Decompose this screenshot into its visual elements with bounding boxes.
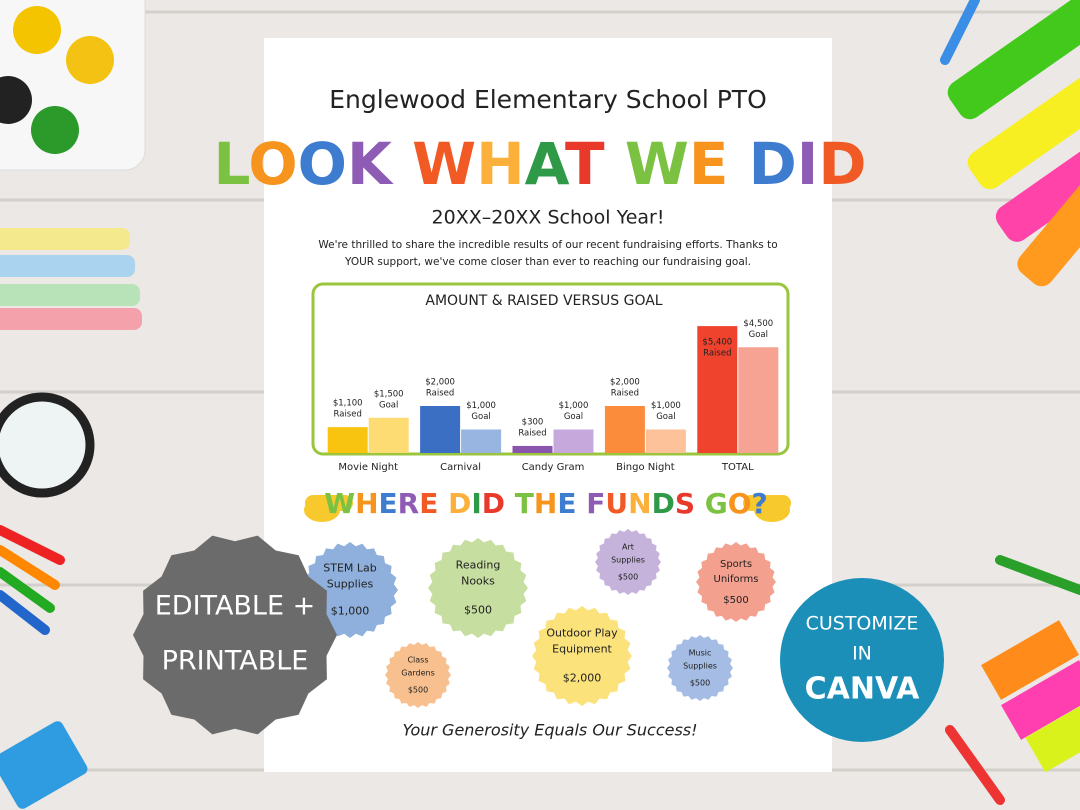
series-label: Goal bbox=[749, 330, 768, 340]
footer: Your Generosity Equals Our Success! bbox=[402, 721, 697, 740]
chart-title: AMOUNT & RAISED VERSUS GOAL bbox=[425, 293, 662, 309]
fund-badge bbox=[385, 642, 451, 708]
fund-amount: $500 bbox=[618, 572, 638, 581]
fund-label: Music bbox=[689, 649, 712, 658]
bar bbox=[738, 347, 779, 453]
paint-palette bbox=[0, 0, 146, 171]
funds: STEM Lab Supplies $1,000 Reading Nooks $500 Ar… bbox=[302, 529, 776, 708]
value-label: $2,000 bbox=[425, 378, 455, 388]
value-label: $1,000 bbox=[466, 401, 496, 411]
chart: Movie Night$1,100Raised$1,500GoalCarniva… bbox=[327, 319, 779, 473]
fund-label: Reading bbox=[456, 559, 501, 572]
badges: EDITABLE + PRINTABLE CUSTOMIZE IN CANVA bbox=[133, 535, 944, 742]
chart-frame bbox=[311, 282, 790, 456]
canva-text: CUSTOMIZE bbox=[806, 613, 919, 635]
fund-label: STEM Lab bbox=[323, 561, 377, 574]
x-tick-label: Carnival bbox=[440, 462, 481, 473]
school-name: Englewood Elementary School PTO bbox=[329, 85, 767, 114]
series-label: Raised bbox=[518, 428, 546, 438]
canva-text: IN bbox=[852, 643, 872, 665]
fund-badge bbox=[667, 635, 733, 701]
headline: LOOK WHAT WE DID bbox=[213, 130, 866, 198]
bar bbox=[368, 417, 409, 453]
fund-label: Supplies bbox=[611, 556, 645, 565]
bar bbox=[420, 406, 461, 453]
value-label: $1,000 bbox=[651, 401, 681, 411]
series-label: Goal bbox=[564, 412, 583, 422]
series-label: Goal bbox=[656, 412, 675, 422]
magnifier bbox=[0, 392, 95, 498]
value-label: $2,000 bbox=[610, 378, 640, 388]
fund-badge bbox=[428, 538, 528, 638]
fund-amount: $1,000 bbox=[331, 605, 370, 618]
fund-label: Equipment bbox=[552, 643, 612, 656]
x-tick-label: TOTAL bbox=[721, 462, 754, 473]
pointing-hands bbox=[304, 495, 791, 522]
bar bbox=[553, 429, 594, 453]
fund-badge bbox=[532, 606, 632, 706]
fund-amount: $2,000 bbox=[563, 672, 602, 685]
funds-heading: WHERE DID THE FUNDS GO? bbox=[324, 487, 768, 520]
fund-label: Nooks bbox=[461, 575, 495, 588]
intro-line: YOUR support, we've come closer than eve… bbox=[344, 256, 751, 268]
school-year: 20XX–20XX School Year! bbox=[432, 207, 665, 229]
fund-amount: $500 bbox=[464, 604, 492, 617]
fund-label: Outdoor Play bbox=[546, 627, 618, 640]
series-label: Raised bbox=[426, 389, 454, 399]
value-label: $4,500 bbox=[743, 319, 773, 329]
intro-line: We're thrilled to share the incredible r… bbox=[318, 239, 777, 251]
sticky-notes bbox=[981, 620, 1080, 773]
canva-text: CANVA bbox=[805, 672, 921, 707]
editable-text: PRINTABLE bbox=[162, 646, 309, 677]
eraser bbox=[0, 721, 88, 809]
fund-label: Uniforms bbox=[714, 574, 759, 585]
bar bbox=[512, 445, 553, 453]
highlighters bbox=[947, 0, 1080, 287]
fund-label: Supplies bbox=[683, 662, 717, 671]
series-label: Goal bbox=[379, 400, 398, 410]
value-label: $1,500 bbox=[374, 389, 404, 399]
fund-label: Art bbox=[622, 543, 634, 552]
fund-badge bbox=[696, 542, 776, 622]
fund-label: Class bbox=[407, 656, 428, 665]
value-label: $1,100 bbox=[333, 399, 363, 409]
value-label: $1,000 bbox=[559, 401, 589, 411]
series-label: Goal bbox=[471, 412, 490, 422]
editable-text: EDITABLE + bbox=[155, 591, 316, 622]
editable-badge bbox=[133, 535, 337, 735]
bar bbox=[645, 429, 686, 453]
bar bbox=[461, 429, 502, 453]
bar bbox=[697, 326, 738, 453]
canva-badge bbox=[780, 578, 944, 742]
series-label: Raised bbox=[334, 410, 362, 420]
x-tick-label: Bingo Night bbox=[616, 462, 675, 473]
bar bbox=[327, 427, 368, 453]
series-label: Raised bbox=[611, 389, 639, 399]
fund-label: Sports bbox=[720, 559, 752, 570]
bar bbox=[604, 406, 645, 453]
value-label: $300 bbox=[522, 417, 544, 427]
chalk bbox=[0, 228, 142, 330]
fund-label: Gardens bbox=[401, 669, 435, 678]
fund-amount: $500 bbox=[723, 595, 748, 606]
series-label: Raised bbox=[703, 349, 731, 359]
fund-badge bbox=[595, 529, 661, 595]
x-tick-label: Movie Night bbox=[338, 462, 398, 473]
x-tick-label: Candy Gram bbox=[522, 462, 585, 473]
value-label: $5,400 bbox=[702, 338, 732, 348]
fund-amount: $500 bbox=[408, 685, 428, 694]
fund-label: Supplies bbox=[327, 577, 374, 590]
fund-amount: $500 bbox=[690, 678, 710, 687]
